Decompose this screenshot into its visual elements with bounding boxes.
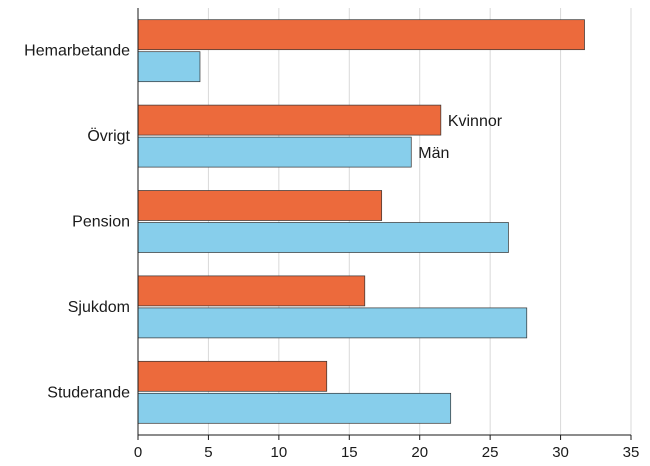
series-labels: Kvinnor Män: [418, 113, 503, 162]
x-tick-label: 30: [552, 444, 569, 461]
axes: [137, 8, 632, 440]
category-label: Studerande: [47, 384, 130, 401]
grid-lines: [207, 8, 632, 435]
category-label: Pension: [72, 214, 130, 231]
x-tick-label: 5: [204, 444, 212, 461]
bar-kvinnor-0: [137, 19, 585, 51]
x-tick-label: 25: [482, 444, 499, 461]
x-tick-label: 10: [271, 444, 288, 461]
category-labels: Hemarbetande Övrigt Pension Sjukdom Studeran…: [24, 43, 130, 402]
series-label-män: Män: [418, 145, 449, 162]
category-label: Övrigt: [87, 127, 130, 145]
bar-män-4: [137, 392, 452, 424]
category-label: Hemarbetande: [24, 43, 130, 60]
x-tick-label: 35: [623, 444, 640, 461]
bar-män-1: [137, 136, 412, 168]
x-tick-label: 0: [134, 444, 142, 461]
x-tick-label: 15: [341, 444, 358, 461]
bar-kvinnor-3: [137, 275, 366, 307]
bar-män-0: [137, 51, 201, 83]
bar-män-2: [137, 222, 509, 253]
bar-kvinnor-1: [137, 104, 442, 136]
bar-group: [137, 19, 585, 424]
category-label: Sjukdom: [68, 299, 130, 316]
bar-kvinnor-2: [137, 190, 383, 221]
series-label-kvinnor: Kvinnor: [448, 113, 503, 130]
x-tick-label: 20: [411, 444, 428, 461]
bar-män-3: [137, 307, 528, 339]
x-tick-labels: 0 5 10 15 20 25 30 35: [134, 444, 640, 461]
bar-kvinnor-4: [137, 360, 328, 392]
